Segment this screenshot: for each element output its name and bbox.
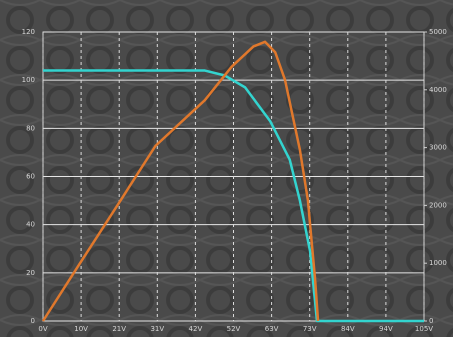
x-tick-label: 0V [38,325,47,333]
x-tick-label: 42V [189,325,203,333]
y2-tick-label: 5000 [429,28,447,36]
x-tick-label: 10V [74,325,88,333]
chart: 0 20 40 60 80 100 120 0 1000 2000 3000 4000 5000 0V 10… [0,0,453,337]
background [0,0,453,337]
y-tick-label: 80 [26,124,35,132]
x-tick-label: 84V [341,325,355,333]
x-tick-label: 31V [150,325,164,333]
x-tick-label: 21V [112,325,126,333]
x-tick-label: 52V [227,325,241,333]
y2-tick-label: 3000 [429,144,447,152]
y-tick-label: 60 [26,173,35,181]
y-tick-label: 100 [22,76,35,84]
y-tick-label: 120 [22,28,35,36]
y2-tick-label: 2000 [429,201,447,209]
y-tick-label: 20 [26,269,35,277]
x-tick-label: 63V [265,325,279,333]
y-tick-label: 40 [26,221,35,229]
x-tick-label: 105V [415,325,433,333]
y2-tick-label: 4000 [429,86,447,94]
x-tick-label: 73V [303,325,317,333]
y2-tick-label: 1000 [429,259,447,267]
y-tick-label: 0 [31,317,35,325]
y2-tick-label: 0 [429,317,433,325]
x-tick-label: 94V [379,325,393,333]
